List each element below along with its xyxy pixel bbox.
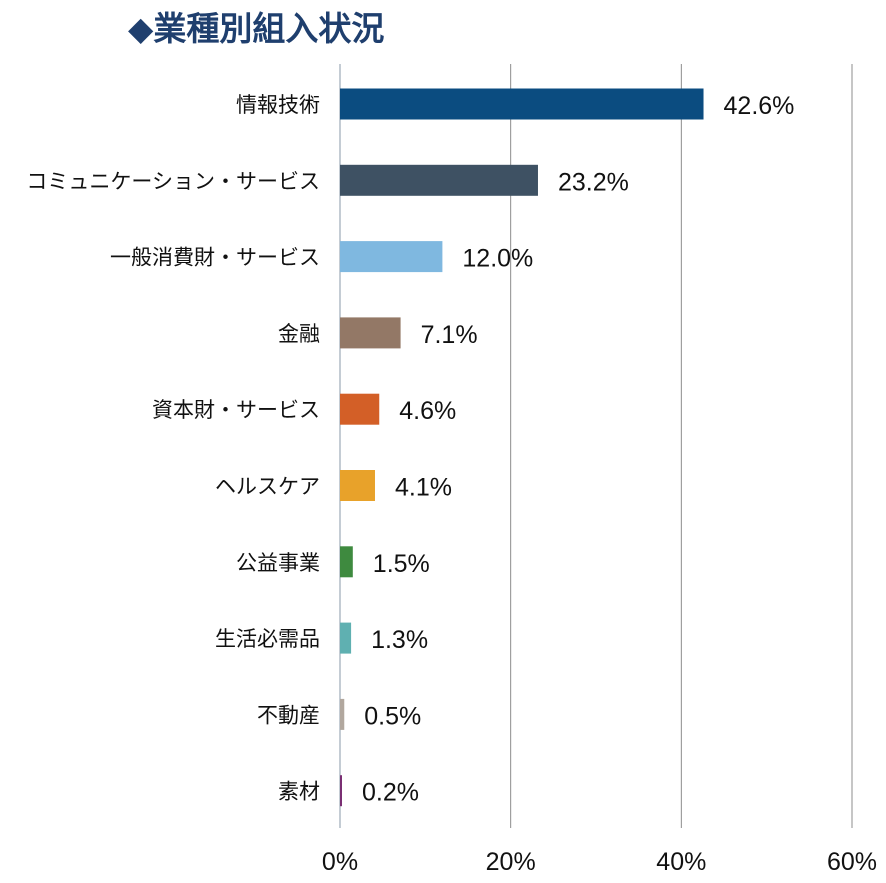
category-label: 一般消費財・サービス — [110, 246, 320, 270]
category-label: 資本財・サービス — [152, 398, 320, 422]
category-label: 素材 — [278, 780, 320, 804]
value-label: 42.6% — [724, 92, 795, 120]
bar — [340, 393, 380, 425]
category-label: コミュニケーション・サービス — [26, 169, 320, 193]
value-label: 7.1% — [421, 321, 478, 349]
category-labels: 情報技術コミュニケーション・サービス一般消費財・サービス金融資本財・サービスヘル… — [26, 93, 320, 804]
category-label: ヘルスケア — [215, 475, 320, 499]
category-label: 不動産 — [257, 703, 320, 727]
bar — [340, 164, 538, 196]
category-label: 情報技術 — [236, 93, 320, 117]
value-label: 1.5% — [373, 550, 430, 578]
value-label: 12.0% — [462, 245, 533, 273]
bar — [340, 317, 401, 349]
x-tick-label: 60% — [827, 848, 877, 876]
bar — [340, 470, 375, 501]
x-tick-label: 40% — [656, 848, 706, 876]
value-label: 4.6% — [399, 397, 456, 425]
value-label: 0.2% — [362, 779, 419, 807]
value-label: 23.2% — [558, 168, 629, 196]
bars — [340, 88, 704, 807]
bar — [340, 88, 704, 120]
bar — [340, 698, 345, 730]
value-labels: 42.6% 23.2% 12.0% 7.1% 4.6% 4.1% 1.5% 1.3% 0.5% 0… — [362, 92, 794, 807]
value-label: 0.5% — [364, 702, 421, 730]
chart-title: ◆業種別組入状況 — [128, 9, 385, 48]
x-tick-label: 0% — [322, 848, 358, 876]
x-tick-labels: 0% 20% 40% 60% — [322, 848, 877, 876]
bar — [340, 622, 352, 654]
category-label: 公益事業 — [236, 551, 320, 575]
category-label: 金融 — [278, 322, 320, 346]
bar — [340, 546, 353, 578]
x-tick-label: 20% — [486, 848, 536, 876]
value-label: 1.3% — [371, 626, 428, 654]
bar — [340, 775, 342, 807]
bar — [340, 241, 443, 273]
category-label: 生活必需品 — [215, 627, 320, 651]
value-label: 4.1% — [395, 474, 452, 502]
